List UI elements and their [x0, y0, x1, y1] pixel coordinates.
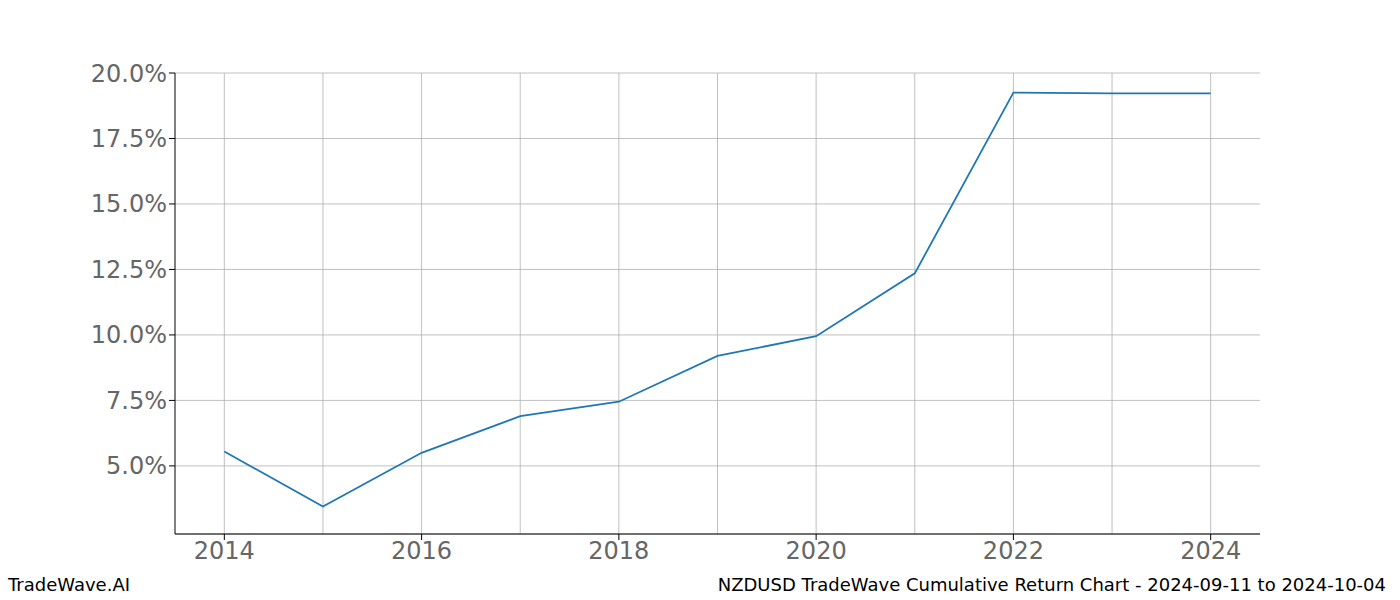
svg-text:15.0%: 15.0% [91, 190, 167, 218]
svg-text:2024: 2024 [1180, 537, 1241, 565]
svg-text:2014: 2014 [194, 537, 255, 565]
svg-text:7.5%: 7.5% [106, 387, 167, 415]
html-text:TradeWave.AI: TradeWave.AI [8, 574, 130, 595]
svg-text:2022: 2022 [983, 537, 1044, 565]
svg-text:2020: 2020 [786, 537, 847, 565]
svg-text:2018: 2018 [588, 537, 649, 565]
svg-text:5.0%: 5.0% [106, 452, 167, 480]
svg-text:10.0%: 10.0% [91, 321, 167, 349]
svg-text:20.0%: 20.0% [91, 60, 167, 88]
svg-text:2016: 2016 [391, 537, 452, 565]
html-text:NZDUSD TradeWave Cumulative Re: NZDUSD TradeWave Cumulative Return Chart… [717, 574, 1386, 595]
svg-text:17.5%: 17.5% [91, 125, 167, 153]
svg-text:12.5%: 12.5% [91, 256, 167, 284]
